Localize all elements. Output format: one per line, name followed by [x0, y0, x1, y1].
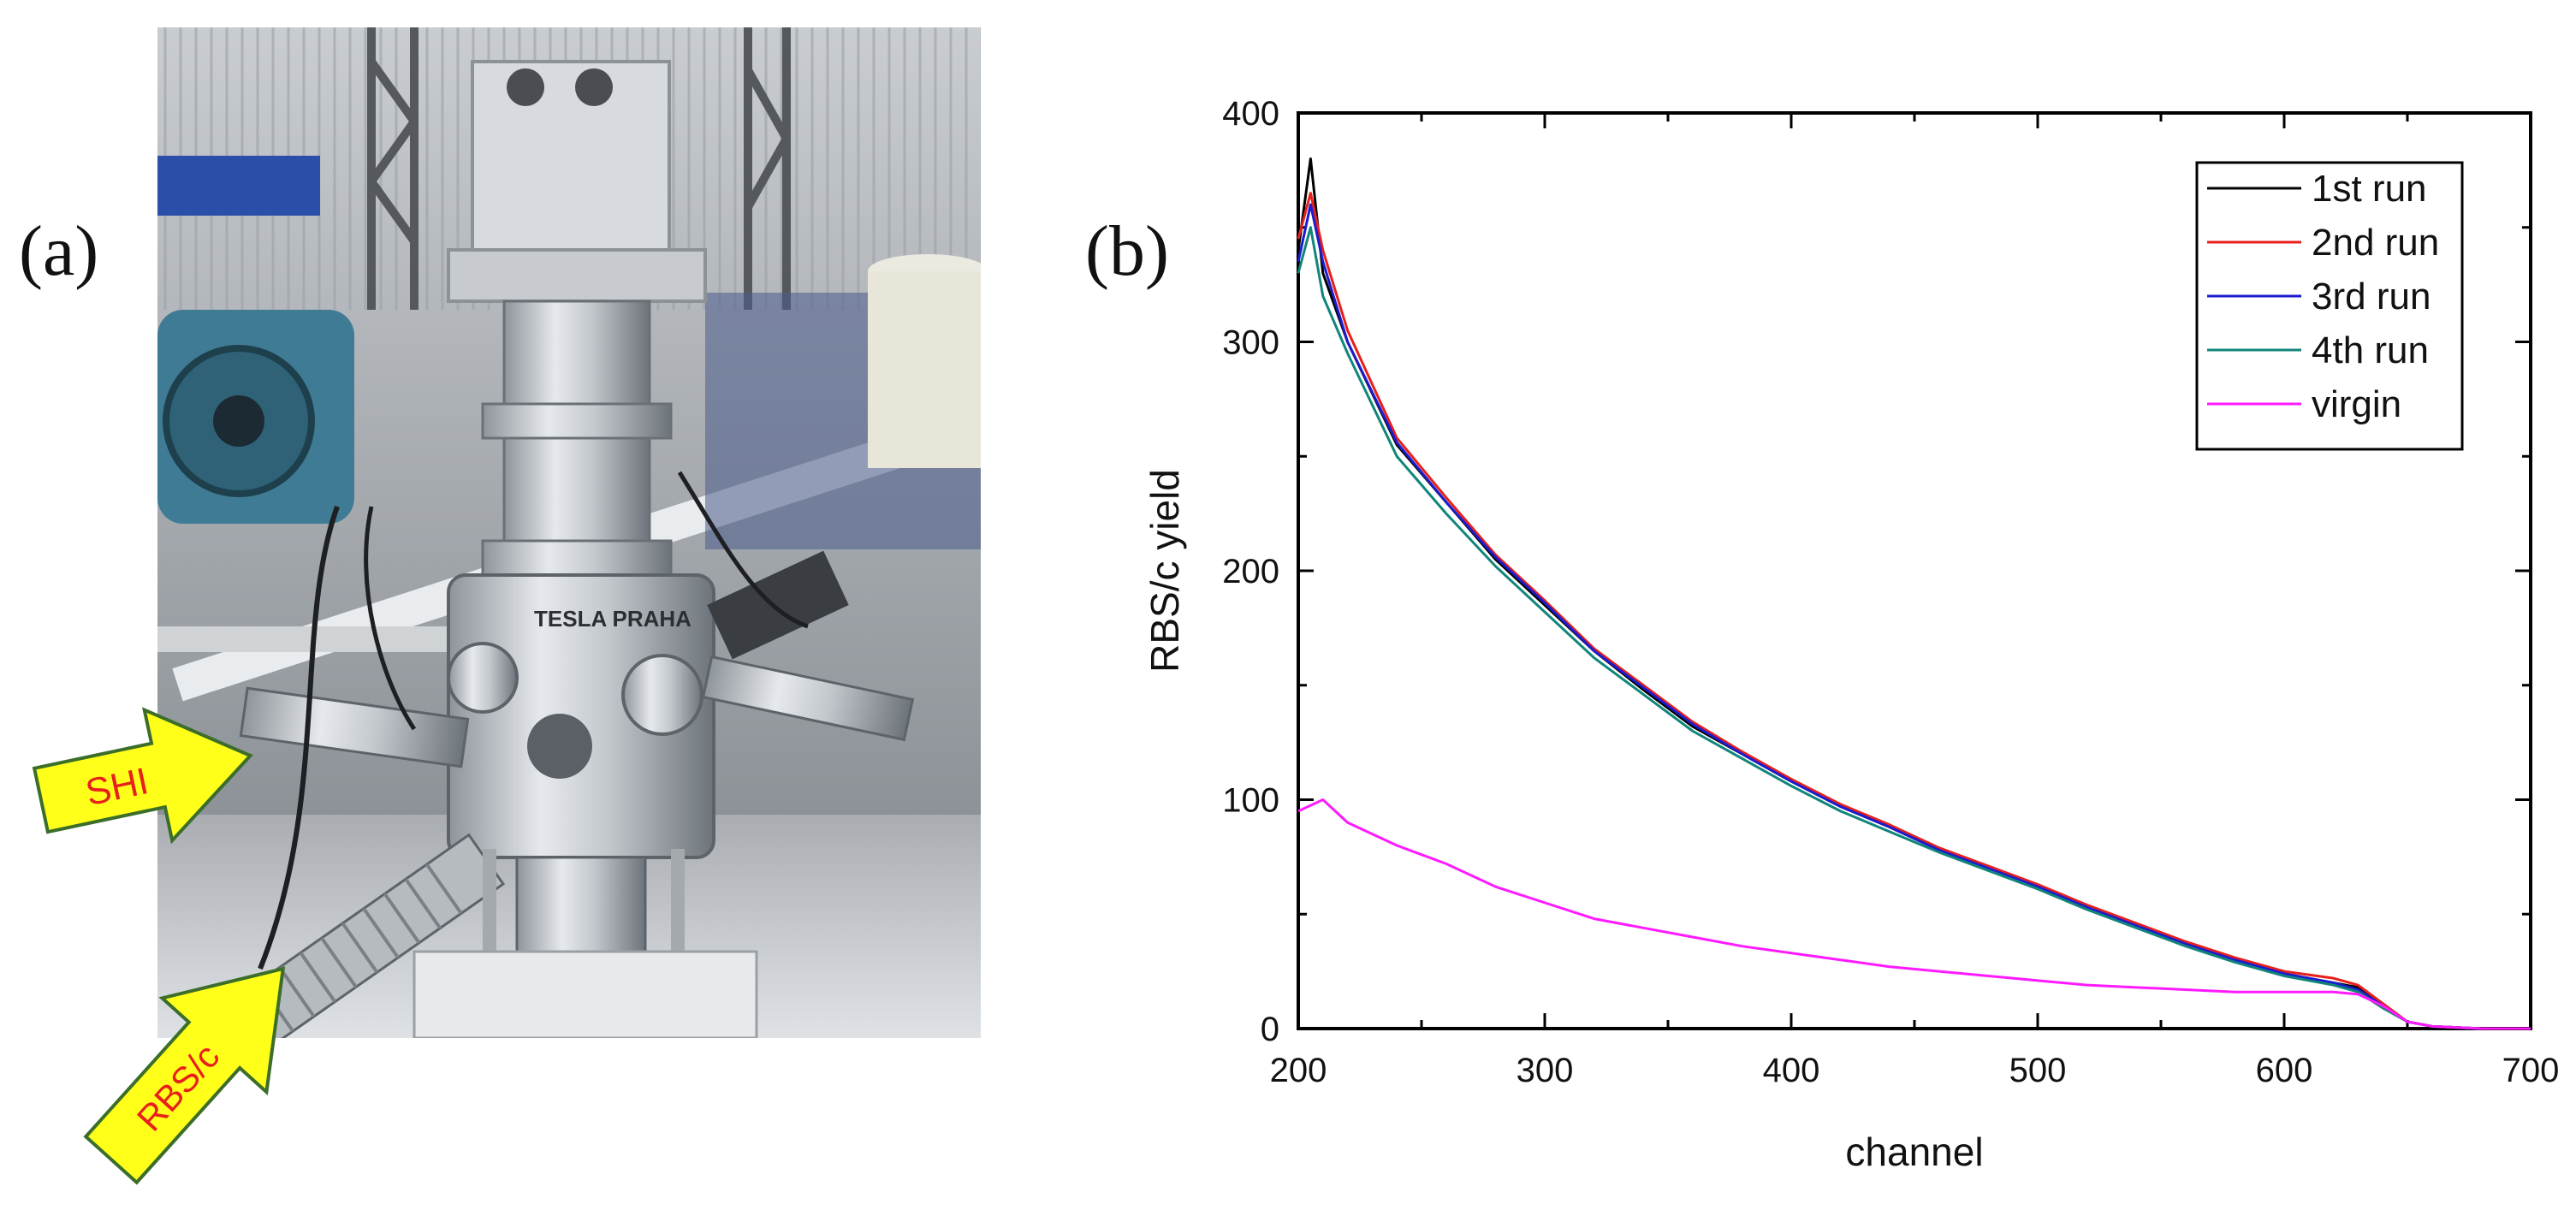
- hall-banner: [157, 156, 320, 216]
- rbs-arrow: RBS/c: [83, 966, 286, 1185]
- x-tick-label: 500: [2009, 1052, 2067, 1089]
- legend-label: 3rd run: [2312, 276, 2431, 317]
- panel-label-a: (a): [19, 211, 99, 291]
- series-line-virgin: [1297, 798, 2531, 1030]
- chart-axes: 200 300 400 500 600 700 0 100 200 300 400: [1222, 95, 2559, 1089]
- chart-series: [1297, 157, 2531, 1030]
- x-axis-label: channel: [1845, 1130, 1983, 1174]
- shi-arrow-shape: [32, 707, 253, 845]
- y-axis-label: RBS/c yield: [1143, 469, 1187, 673]
- dewar-tank: [868, 271, 981, 468]
- panel-label-b: (b): [1085, 211, 1169, 291]
- legend-label: 2nd run: [2312, 222, 2439, 264]
- legend-label: 4th run: [2312, 329, 2429, 371]
- chamber-lower-flange: [515, 856, 647, 962]
- y-tick-label: 300: [1222, 324, 1279, 362]
- goniometer-head: [471, 60, 671, 269]
- legend-label: virgin: [2312, 383, 2401, 425]
- shi-arrow: SHI: [32, 707, 253, 845]
- chamber-port-front: [527, 714, 592, 779]
- legend-label: 1st run: [2312, 168, 2427, 210]
- y-tick-label: 200: [1222, 553, 1279, 590]
- x-tick-label: 300: [1517, 1052, 1574, 1089]
- y-tick-label: 400: [1222, 95, 1279, 133]
- legend-box: [2195, 161, 2464, 451]
- chamber-illustration: TESLA PRAHA: [157, 27, 981, 1038]
- x-tick-label: 600: [2256, 1052, 2313, 1089]
- x-tick-label: 400: [1763, 1052, 1820, 1089]
- series-line-4th-run: [1297, 226, 2531, 1030]
- x-tick-label: 200: [1270, 1052, 1327, 1089]
- x-tick-label: 700: [2502, 1052, 2559, 1089]
- y-tick-label: 0: [1261, 1011, 1279, 1048]
- experiment-chamber-photo: TESLA PRAHA: [157, 27, 981, 1038]
- y-tick-label: 100: [1222, 782, 1279, 820]
- series-line-3rd-run: [1297, 203, 2531, 1030]
- series-line-2nd-run: [1297, 192, 2531, 1030]
- chart-legend: 1st run 2nd run 3rd run 4th run virgin: [2195, 161, 2464, 451]
- rbs-arrow-shape: [83, 966, 286, 1185]
- roof-girders: [367, 27, 791, 310]
- shi-beam-port: [239, 686, 470, 768]
- chamber-brand-label: TESLA PRAHA: [534, 606, 691, 632]
